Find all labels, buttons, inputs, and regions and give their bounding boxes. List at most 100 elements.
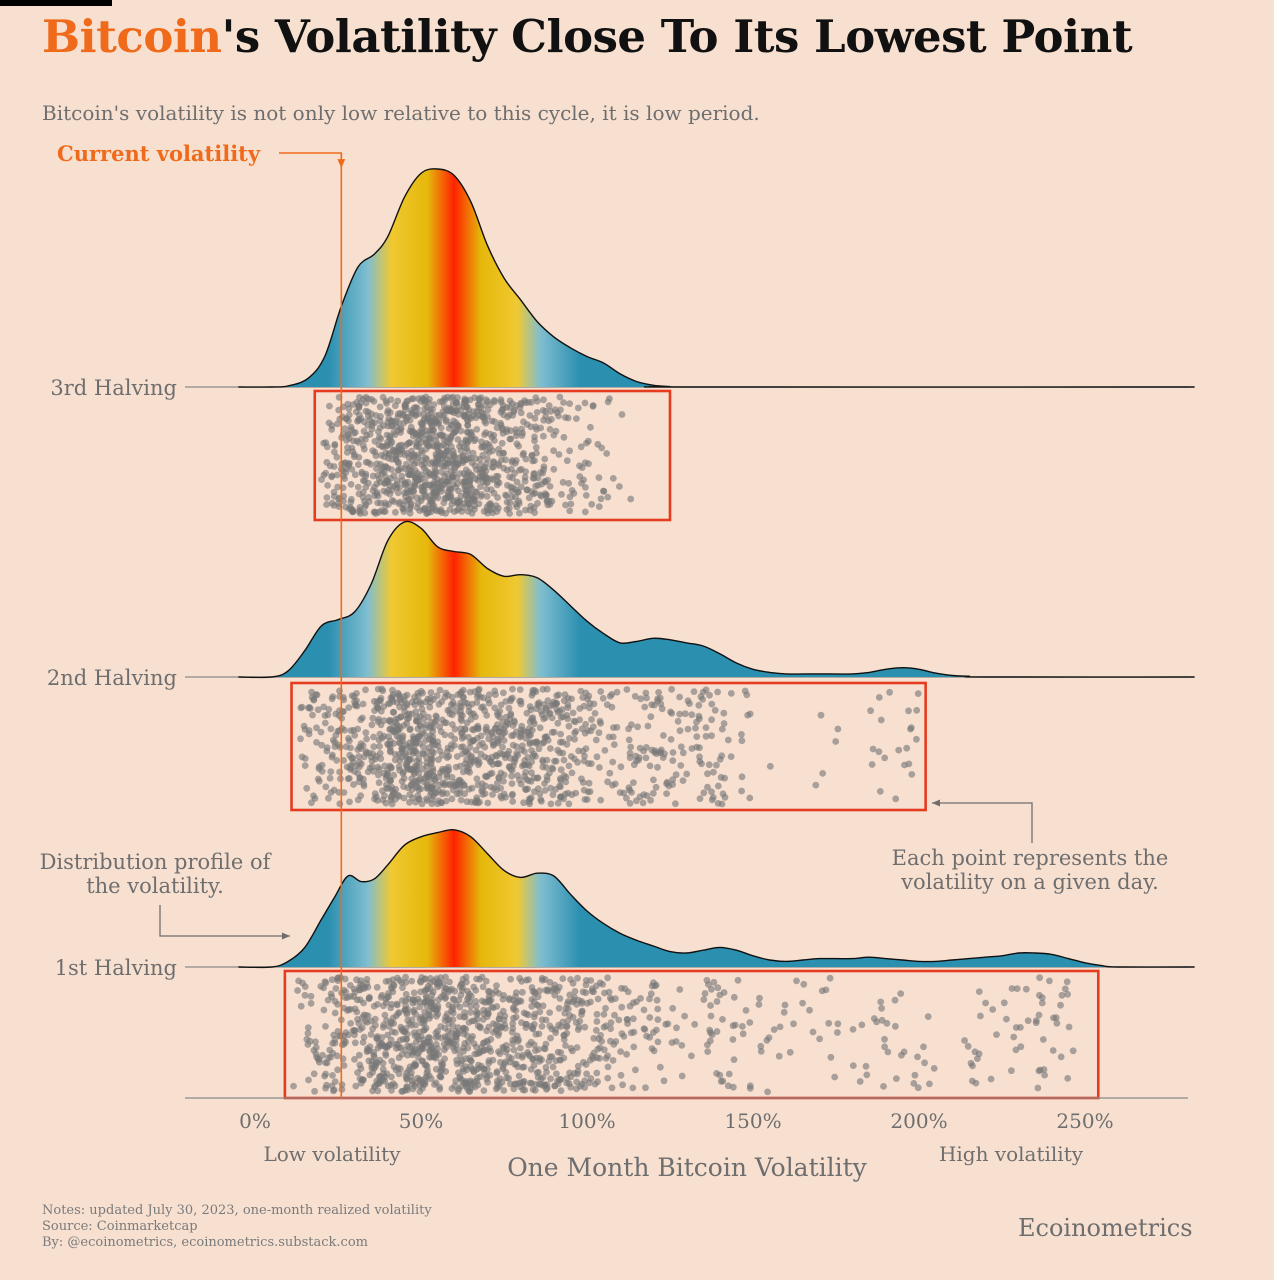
data-point <box>387 422 395 430</box>
data-point <box>379 1024 387 1031</box>
data-point <box>401 693 408 700</box>
data-point <box>599 694 607 702</box>
data-point <box>458 987 466 994</box>
data-point <box>466 761 474 768</box>
data-point <box>415 786 423 794</box>
data-point <box>596 717 604 725</box>
data-point <box>729 1036 737 1043</box>
data-point <box>485 735 493 743</box>
data-point <box>606 769 614 777</box>
data-point <box>397 429 404 436</box>
data-point <box>400 505 407 513</box>
data-point <box>375 779 383 787</box>
data-point <box>427 689 435 696</box>
data-point <box>587 423 594 431</box>
data-point <box>301 991 309 999</box>
data-point <box>343 763 351 771</box>
data-point <box>381 1077 389 1085</box>
data-point <box>335 406 343 414</box>
data-point <box>604 778 611 786</box>
data-point <box>392 1044 400 1052</box>
data-point <box>502 1068 510 1076</box>
data-point <box>480 1006 487 1014</box>
data-point <box>502 1058 509 1066</box>
data-point <box>639 799 647 807</box>
data-point <box>543 756 551 764</box>
data-point <box>755 1001 763 1008</box>
data-point <box>592 1026 600 1034</box>
data-point <box>395 691 403 699</box>
data-point <box>402 442 409 449</box>
data-point <box>483 492 491 500</box>
data-point <box>312 1044 320 1051</box>
data-point <box>489 476 497 484</box>
data-point <box>395 458 402 466</box>
data-point <box>364 768 372 776</box>
data-point <box>629 1015 637 1023</box>
data-point <box>355 490 363 498</box>
data-point <box>353 702 361 710</box>
data-point <box>394 1010 402 1017</box>
data-point <box>500 790 508 798</box>
data-point <box>538 1023 546 1030</box>
data-point <box>488 728 495 736</box>
data-point <box>886 688 893 696</box>
data-point <box>355 404 363 412</box>
data-point <box>407 765 415 773</box>
data-point <box>598 444 606 452</box>
data-point <box>548 987 555 995</box>
data-point <box>348 466 356 473</box>
data-point <box>578 1011 585 1018</box>
data-point <box>653 996 661 1004</box>
data-point <box>455 1069 462 1077</box>
data-point <box>422 493 430 501</box>
data-point <box>548 764 556 772</box>
data-point <box>322 1023 329 1030</box>
x-tick-label: 200% <box>890 1109 947 1133</box>
data-point <box>669 1004 677 1012</box>
data-point <box>572 789 580 797</box>
data-point <box>615 1016 623 1024</box>
data-point <box>562 501 569 509</box>
data-point <box>647 990 655 998</box>
data-point <box>318 761 326 769</box>
data-point <box>471 502 479 510</box>
data-point <box>356 394 363 401</box>
data-point <box>556 782 564 790</box>
data-point <box>380 717 388 724</box>
data-point <box>630 1028 638 1036</box>
data-point <box>328 976 336 984</box>
data-point <box>704 770 711 778</box>
data-point <box>566 991 574 999</box>
data-point <box>461 481 469 489</box>
data-point <box>563 457 571 465</box>
data-point <box>366 416 374 423</box>
data-point <box>523 709 531 717</box>
data-point <box>304 1029 312 1037</box>
data-point <box>582 484 589 491</box>
data-point <box>330 1031 338 1039</box>
data-point <box>727 753 735 760</box>
data-point <box>310 1070 318 1078</box>
data-point <box>418 729 426 737</box>
data-point <box>323 744 331 751</box>
data-point <box>326 774 334 782</box>
data-point <box>416 998 424 1006</box>
data-point <box>442 719 450 727</box>
data-point <box>473 1015 481 1023</box>
data-point <box>472 998 479 1005</box>
data-point <box>337 775 344 783</box>
data-point <box>489 742 497 749</box>
data-point <box>891 996 899 1004</box>
data-point <box>359 1039 367 1046</box>
data-point <box>483 447 490 454</box>
data-point <box>669 781 676 788</box>
data-point <box>509 694 516 702</box>
data-point <box>443 447 451 455</box>
data-point <box>619 1081 626 1089</box>
data-point <box>326 1046 334 1054</box>
data-point <box>633 797 640 805</box>
data-point <box>1008 1067 1015 1075</box>
data-point <box>300 722 308 730</box>
data-point <box>359 1076 366 1084</box>
